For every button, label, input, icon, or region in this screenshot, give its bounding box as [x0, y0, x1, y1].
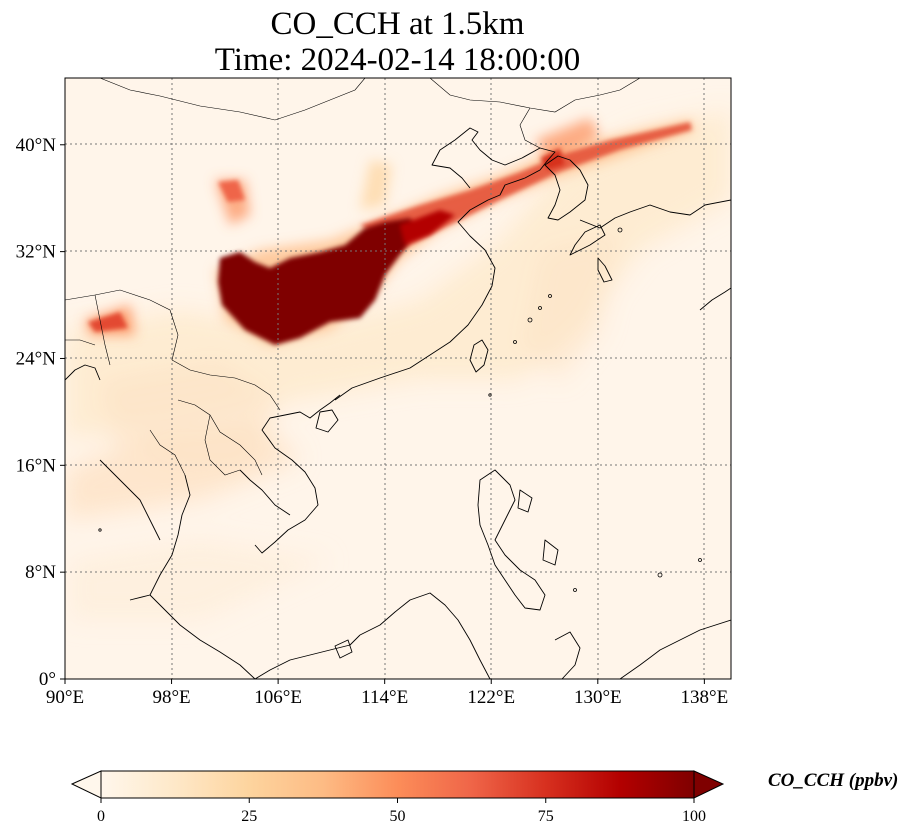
country-borders: [65, 78, 641, 476]
colorbar-min-extend: [70, 770, 102, 799]
latitude-axis: 0° 8°N 16°N 24°N 32°N 40°N: [16, 135, 65, 690]
colorbar-max-extend: [693, 770, 725, 799]
colorbar-ticks: 0 25 50 75 100: [97, 798, 706, 825]
colorbar-label: CO_CCH (ppbv): [768, 770, 899, 791]
lon-tick-label: 90°E: [46, 687, 84, 708]
lon-tick-label: 122°E: [467, 687, 515, 708]
colorbar-tick-label: 0: [97, 808, 105, 825]
lat-tick-label: 16°N: [16, 455, 57, 476]
lat-tick-label: 40°N: [16, 135, 57, 156]
colorbar-tick-label: 25: [241, 808, 257, 825]
coastlines: [65, 127, 731, 679]
plot-title-line2: Time: 2024-02-14 18:00:00: [214, 42, 581, 78]
islands: [98, 227, 702, 592]
colorbar-gradient: [100, 770, 695, 799]
lon-tick-label: 98°E: [152, 687, 190, 708]
lat-tick-label: 8°N: [25, 562, 56, 583]
colorbar-tick-label: 100: [682, 808, 706, 825]
plot-title-line1: CO_CCH at 1.5km: [270, 6, 525, 42]
lat-tick-label: 32°N: [16, 242, 57, 263]
map-area: [65, 78, 731, 679]
lon-tick-label: 106°E: [254, 687, 302, 708]
graticule: [65, 78, 731, 679]
co-plume-core: [218, 210, 455, 345]
lon-tick-label: 138°E: [681, 687, 729, 708]
lat-tick-label: 0°: [39, 669, 56, 690]
colorbar-tick-label: 50: [390, 808, 406, 825]
lon-tick-label: 130°E: [574, 687, 622, 708]
map-frame: [64, 77, 732, 680]
colorbar-tick-label: 75: [538, 808, 554, 825]
colorbar: 0 25 50 75 100: [70, 770, 725, 825]
lat-tick-label: 24°N: [16, 348, 57, 369]
longitude-axis: 90°E 98°E 106°E 114°E 122°E 130°E 138°E: [46, 679, 728, 708]
lon-tick-label: 114°E: [361, 687, 408, 708]
